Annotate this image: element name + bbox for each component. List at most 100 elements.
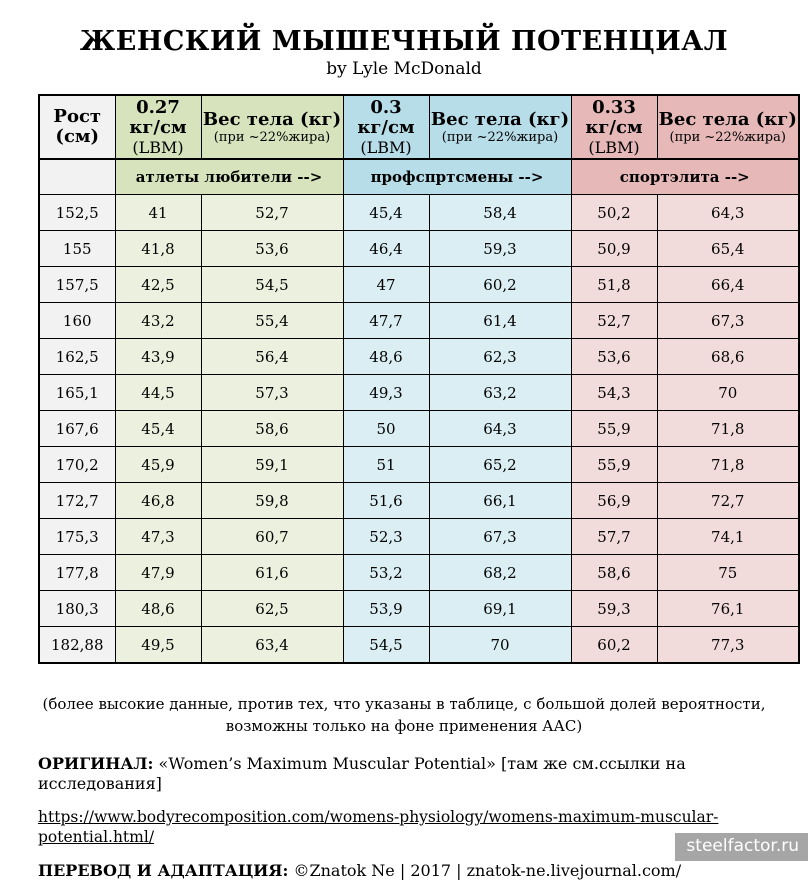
table-row: 165,1 44,5 57,3 49,3 63,2 54,3 70 — [38, 374, 800, 412]
cell-weight-027: 62,5 — [200, 590, 344, 628]
cell-weight-027: 55,4 — [200, 302, 344, 340]
cell-weight-03: 68,2 — [428, 554, 572, 592]
cell-lbm-033: 50,9 — [570, 230, 658, 268]
cell-lbm-033: 60,2 — [570, 626, 658, 664]
cell-lbm-027: 46,8 — [114, 482, 202, 520]
source-link[interactable]: https://www.bodyrecomposition.com/womens… — [38, 807, 719, 847]
col-header-height-line1: Рост — [53, 106, 102, 128]
cell-lbm-03: 48,6 — [342, 338, 430, 376]
cell-weight-027: 59,1 — [200, 446, 344, 484]
cell-lbm-03: 51 — [342, 446, 430, 484]
aas-footnote: (более высокие данные, против тех, что у… — [42, 695, 766, 736]
group-amateur: атлеты любители --> — [114, 158, 344, 196]
original-label: ОРИГИНАЛ: — [38, 753, 154, 773]
cell-lbm-033: 50,2 — [570, 194, 658, 232]
cell-weight-03: 63,2 — [428, 374, 572, 412]
cell-lbm-033: 52,7 — [570, 302, 658, 340]
cell-lbm-033: 58,6 — [570, 554, 658, 592]
col-header-weight-033-note: (при ~22%жира) — [669, 129, 786, 145]
group-pro: профспртсмены --> — [342, 158, 572, 196]
cell-lbm-03: 47 — [342, 266, 430, 304]
cell-lbm-03: 52,3 — [342, 518, 430, 556]
table-row: 155 41,8 53,6 46,4 59,3 50,9 65,4 — [38, 230, 800, 268]
col-header-lbm-033-coef: 0.33 — [592, 97, 636, 119]
cell-weight-033: 65,4 — [656, 230, 800, 268]
cell-lbm-03: 51,6 — [342, 482, 430, 520]
table-row: 167,6 45,4 58,6 50 64,3 55,9 71,8 — [38, 410, 800, 448]
cell-weight-027: 60,7 — [200, 518, 344, 556]
cell-lbm-033: 59,3 — [570, 590, 658, 628]
cell-lbm-03: 50 — [342, 410, 430, 448]
cell-height: 170,2 — [38, 446, 116, 484]
cell-height: 180,3 — [38, 590, 116, 628]
cell-height: 157,5 — [38, 266, 116, 304]
cell-lbm-03: 53,9 — [342, 590, 430, 628]
cell-lbm-027: 41,8 — [114, 230, 202, 268]
col-header-weight-027-title: Вес тела (кг) — [202, 108, 342, 130]
translation-label: ПЕРЕВОД И АДАПТАЦИЯ: — [38, 860, 289, 880]
cell-weight-027: 63,4 — [200, 626, 344, 664]
table-row: 162,5 43,9 56,4 48,6 62,3 53,6 68,6 — [38, 338, 800, 376]
col-header-weight-027: Вес тела (кг) (при ~22%жира) — [200, 94, 344, 160]
cell-lbm-027: 41 — [114, 194, 202, 232]
col-header-lbm-027-coef: 0.27 — [136, 97, 180, 119]
cell-height: 167,6 — [38, 410, 116, 448]
col-header-lbm-033: 0.33 кг/см (LBM) — [570, 94, 658, 160]
page-title: ЖЕНСКИЙ МЫШЕЧНЫЙ ПОТЕНЦИАЛ — [79, 26, 729, 57]
cell-height: 162,5 — [38, 338, 116, 376]
col-header-lbm-027: 0.27 кг/см (LBM) — [114, 94, 202, 160]
cell-lbm-027: 45,4 — [114, 410, 202, 448]
cell-height: 182,88 — [38, 626, 116, 664]
col-header-height: Рост (см) — [38, 94, 116, 160]
col-header-lbm-03: 0.3 кг/см (LBM) — [342, 94, 430, 160]
cell-lbm-033: 57,7 — [570, 518, 658, 556]
credits-block: ОРИГИНАЛ: «Women’s Maximum Muscular Pote… — [38, 754, 808, 881]
col-header-height-line2: (см) — [55, 126, 100, 148]
cell-weight-033: 66,4 — [656, 266, 800, 304]
cell-weight-03: 58,4 — [428, 194, 572, 232]
cell-weight-027: 53,6 — [200, 230, 344, 268]
table-header-row: Рост (см) 0.27 кг/см (LBM) Вес тела (кг)… — [38, 94, 800, 160]
cell-lbm-033: 55,9 — [570, 410, 658, 448]
cell-weight-033: 72,7 — [656, 482, 800, 520]
cell-weight-033: 71,8 — [656, 446, 800, 484]
cell-weight-033: 77,3 — [656, 626, 800, 664]
cell-weight-027: 54,5 — [200, 266, 344, 304]
table-row: 152,5 41 52,7 45,4 58,4 50,2 64,3 — [38, 194, 800, 232]
col-header-lbm-033-unit: кг/см — [585, 117, 643, 139]
cell-lbm-033: 56,9 — [570, 482, 658, 520]
cell-height: 175,3 — [38, 518, 116, 556]
cell-lbm-033: 51,8 — [570, 266, 658, 304]
cell-lbm-03: 49,3 — [342, 374, 430, 412]
cell-lbm-027: 44,5 — [114, 374, 202, 412]
group-elite: спортэлита --> — [570, 158, 800, 196]
muscular-potential-table: Рост (см) 0.27 кг/см (LBM) Вес тела (кг)… — [38, 94, 800, 665]
cell-weight-03: 67,3 — [428, 518, 572, 556]
cell-weight-033: 70 — [656, 374, 800, 412]
cell-lbm-027: 47,9 — [114, 554, 202, 592]
cell-height: 172,7 — [38, 482, 116, 520]
cell-height: 155 — [38, 230, 116, 268]
cell-lbm-027: 43,2 — [114, 302, 202, 340]
cell-lbm-033: 53,6 — [570, 338, 658, 376]
cell-weight-03: 64,3 — [428, 410, 572, 448]
col-header-lbm-03-lbm: (LBM) — [360, 137, 412, 157]
page-subtitle: by Lyle McDonald — [326, 59, 482, 80]
cell-lbm-03: 47,7 — [342, 302, 430, 340]
table-row: 157,5 42,5 54,5 47 60,2 51,8 66,4 — [38, 266, 800, 304]
translation-text: ©Znatok Ne | 2017 | znatok-ne.livejourna… — [288, 860, 682, 880]
cell-weight-03: 61,4 — [428, 302, 572, 340]
table-row: 172,7 46,8 59,8 51,6 66,1 56,9 72,7 — [38, 482, 800, 520]
cell-lbm-033: 55,9 — [570, 446, 658, 484]
cell-weight-027: 52,7 — [200, 194, 344, 232]
cell-lbm-027: 47,3 — [114, 518, 202, 556]
cell-weight-03: 69,1 — [428, 590, 572, 628]
col-header-weight-03-title: Вес тела (кг) — [430, 108, 570, 130]
table-row: 177,8 47,9 61,6 53,2 68,2 58,6 75 — [38, 554, 800, 592]
col-header-lbm-03-unit: кг/см — [357, 117, 415, 139]
steelfactor-watermark: steelfactor.ru — [675, 833, 808, 861]
cell-lbm-033: 54,3 — [570, 374, 658, 412]
cell-height: 160 — [38, 302, 116, 340]
table-row: 170,2 45,9 59,1 51 65,2 55,9 71,8 — [38, 446, 800, 484]
cell-weight-03: 59,3 — [428, 230, 572, 268]
